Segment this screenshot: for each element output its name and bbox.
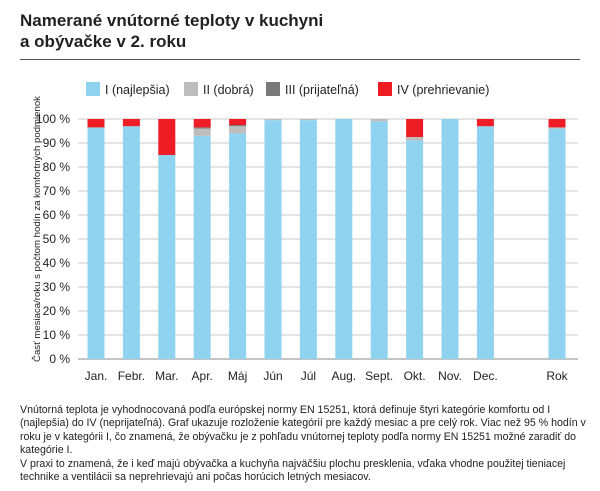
legend-label: I (najlepšia) — [105, 83, 170, 97]
bar-segment — [299, 120, 317, 359]
bar-segment — [193, 135, 211, 359]
legend-label: II (dobrá) — [203, 83, 254, 97]
bar-segment — [229, 126, 247, 134]
y-tick-label: 60 % — [43, 208, 71, 222]
legend-label: IV (prehrievanie) — [397, 83, 489, 97]
bar-segment — [87, 127, 105, 360]
x-tick-label: Júl — [301, 369, 316, 383]
bar-segment — [229, 133, 247, 359]
bar-segment — [193, 128, 211, 136]
bar-segment — [229, 125, 247, 127]
y-tick-label: 30 % — [43, 280, 71, 294]
stacked-bar-chart: 0 % 10 % 20 % 30 % 40 % 50 % 60 % 70 % 80 % 90 % 1… — [32, 82, 578, 383]
bar-segment — [193, 127, 211, 129]
y-tick-label: 20 % — [43, 304, 71, 318]
y-tick-label: 0 % — [49, 352, 70, 366]
bar-segment — [370, 121, 388, 360]
bar-segment — [548, 128, 566, 359]
bar-segment — [406, 140, 424, 359]
x-tick-label: Aug. — [331, 369, 356, 383]
bar-segment — [548, 119, 566, 128]
bar-segment — [122, 126, 140, 359]
bar-segment — [193, 119, 211, 128]
y-tick-label: 100 % — [36, 112, 70, 126]
y-tick-label: 10 % — [43, 328, 71, 342]
caption: Vnútorná teplota je vyhodnocovaná podľa … — [20, 404, 592, 484]
bar-segment — [441, 119, 459, 359]
y-tick-label: 80 % — [43, 160, 71, 174]
legend-swatch — [86, 82, 100, 96]
title-line-1: Namerané vnútorné teploty v kuchyni — [20, 11, 324, 30]
chart-title: Namerané vnútorné teploty v kuchyni a ob… — [20, 10, 580, 52]
x-tick-label: Febr. — [118, 369, 145, 383]
bar-segment — [122, 119, 140, 127]
bar-segment — [158, 155, 176, 359]
y-tick-label: 50 % — [43, 232, 71, 246]
bar-segment — [229, 119, 247, 125]
bar-segment — [158, 119, 176, 155]
x-tick-label: Mar. — [155, 369, 178, 383]
bar-segment — [476, 119, 494, 127]
bar-segment — [476, 126, 494, 359]
bar-segment — [335, 119, 353, 359]
x-tick-label: Rok — [546, 369, 568, 383]
x-tick-label: Jún — [263, 369, 282, 383]
x-tick-label: Apr. — [192, 369, 213, 383]
y-axis-label: Časť mesiaca/roku s počtom hodín za komf… — [32, 96, 43, 362]
x-tick-label: Dec. — [473, 369, 498, 383]
bar-segment — [406, 137, 424, 141]
bar-segment — [406, 119, 424, 137]
x-tick-label: Máj — [228, 369, 247, 383]
title-line-2: a obývačke v 2. roku — [20, 32, 187, 51]
bar-segment — [264, 119, 282, 121]
y-tick-label: 70 % — [43, 184, 71, 198]
x-tick-label: Okt. — [404, 369, 426, 383]
bar-segment — [264, 120, 282, 359]
legend-label: III (prijateľná) — [285, 83, 359, 97]
y-tick-label: 90 % — [43, 136, 71, 150]
caption-paragraph-2: V praxi to znamená, že i keď majú obývač… — [20, 457, 566, 484]
bar-segment — [548, 127, 566, 129]
x-tick-label: Nov. — [438, 369, 462, 383]
y-tick-label: 40 % — [43, 256, 71, 270]
x-tick-label: Jan. — [85, 369, 108, 383]
legend-swatch — [378, 82, 392, 96]
title-divider — [20, 59, 580, 60]
bar-segment — [299, 119, 317, 121]
bar-segment — [370, 119, 388, 122]
x-tick-label: Sept. — [365, 369, 393, 383]
bar-segment — [87, 119, 105, 128]
legend-swatch — [184, 82, 198, 96]
caption-paragraph-1: Vnútorná teplota je vyhodnocovaná podľa … — [20, 404, 586, 457]
legend-swatch — [266, 82, 280, 96]
